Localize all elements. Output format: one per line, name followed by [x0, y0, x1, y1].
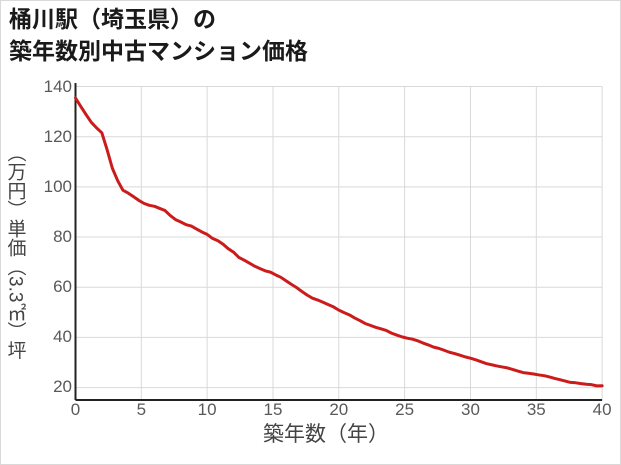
svg-text:100: 100 — [44, 177, 72, 196]
svg-text:5: 5 — [137, 400, 146, 419]
svg-text:40: 40 — [53, 327, 72, 346]
svg-text:20: 20 — [329, 400, 348, 419]
svg-text:20: 20 — [53, 377, 72, 396]
svg-text:0: 0 — [71, 400, 80, 419]
svg-text:10: 10 — [198, 400, 217, 419]
svg-text:築年数（年）: 築年数（年） — [263, 423, 389, 446]
svg-text:140: 140 — [44, 77, 72, 96]
svg-text:15: 15 — [264, 400, 283, 419]
svg-text:120: 120 — [44, 127, 72, 146]
svg-text:80: 80 — [53, 227, 72, 246]
svg-text:30: 30 — [461, 400, 480, 419]
svg-text:25: 25 — [395, 400, 414, 419]
svg-text:35: 35 — [527, 400, 546, 419]
svg-text:40: 40 — [593, 400, 612, 419]
svg-text:60: 60 — [53, 277, 72, 296]
